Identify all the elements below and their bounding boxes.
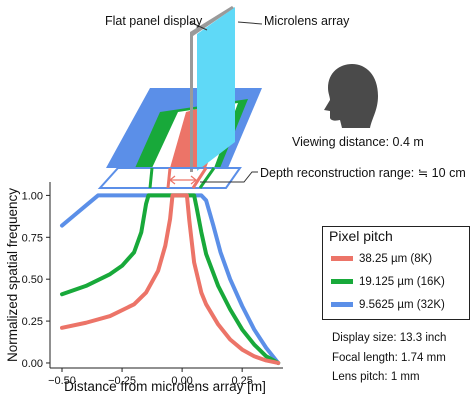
series-line	[60, 193, 281, 365]
green-base-left	[148, 167, 154, 189]
depth-range-leader	[200, 171, 258, 183]
legend-title: Pixel pitch	[327, 228, 395, 244]
depth-range-label: Depth reconstruction range: ≒ 10 cm	[260, 166, 466, 180]
series-line	[60, 193, 281, 365]
x-tick-label: −0.25	[108, 375, 136, 387]
legend-label-16k: 19.125 µm (16K)	[359, 276, 445, 288]
display-specs: Display size: 13.3 inch Focal length: 1.…	[332, 329, 446, 388]
microlens-label: Microlens array	[264, 14, 350, 28]
display-size-text: Display size: 13.3 inch	[332, 332, 447, 344]
microlens-array-panel	[197, 7, 235, 171]
y-tick-label: 0.00	[22, 358, 43, 370]
microlens-leader	[237, 21, 263, 25]
lens-pitch-text: Lens pitch: 1 mm	[332, 371, 420, 383]
legend-item-16k: 19.125 µm (16K)	[331, 276, 445, 288]
y-tick-label: 0.75	[22, 232, 43, 244]
viewing-distance-label: Viewing distance: 0.4 m	[292, 135, 424, 149]
chart-ticks: 0.00 0.25 0.50 0.75 1.00 −0.50 −0.25 0.00 0.25	[22, 190, 253, 387]
y-axis-label: Normalized spatial frequency	[5, 188, 20, 362]
x-tick-label: 0.00	[171, 375, 192, 387]
green-base-right	[198, 167, 216, 189]
x-tick-label: −0.50	[48, 375, 76, 387]
y-tick-label: 0.50	[22, 274, 43, 286]
flat-panel-leader	[189, 21, 208, 31]
legend-label-32k: 9.5625 µm (32K)	[359, 299, 445, 311]
chart-axes	[49, 182, 283, 369]
depth-range-arrow	[169, 175, 197, 185]
series-line	[60, 193, 281, 365]
legend-swatch-32k	[331, 302, 353, 308]
depth-plane-base	[97, 167, 242, 189]
red-base-left	[166, 167, 172, 189]
legend-label-8k: 38.25 µm (8K)	[359, 253, 433, 265]
legend-swatch-16k	[331, 279, 353, 285]
red-base-right	[191, 167, 208, 189]
viewer-head-icon	[324, 64, 378, 128]
legend-item-32k: 9.5625 µm (32K)	[331, 299, 445, 311]
legend-item-8k: 38.25 µm (8K)	[331, 253, 432, 265]
flat-panel-label: Flat panel display	[105, 14, 203, 28]
x-axis-label: Distance from microlens array [m]	[64, 379, 266, 394]
y-tick-label: 0.25	[22, 316, 43, 328]
x-tick-label: 0.25	[231, 375, 252, 387]
focal-length-text: Focal length: 1.74 mm	[332, 351, 446, 364]
display-illustration	[97, 6, 262, 189]
chart-series	[60, 193, 281, 365]
y-tick-label: 1.00	[22, 190, 43, 202]
legend-swatch-8k	[331, 256, 353, 262]
